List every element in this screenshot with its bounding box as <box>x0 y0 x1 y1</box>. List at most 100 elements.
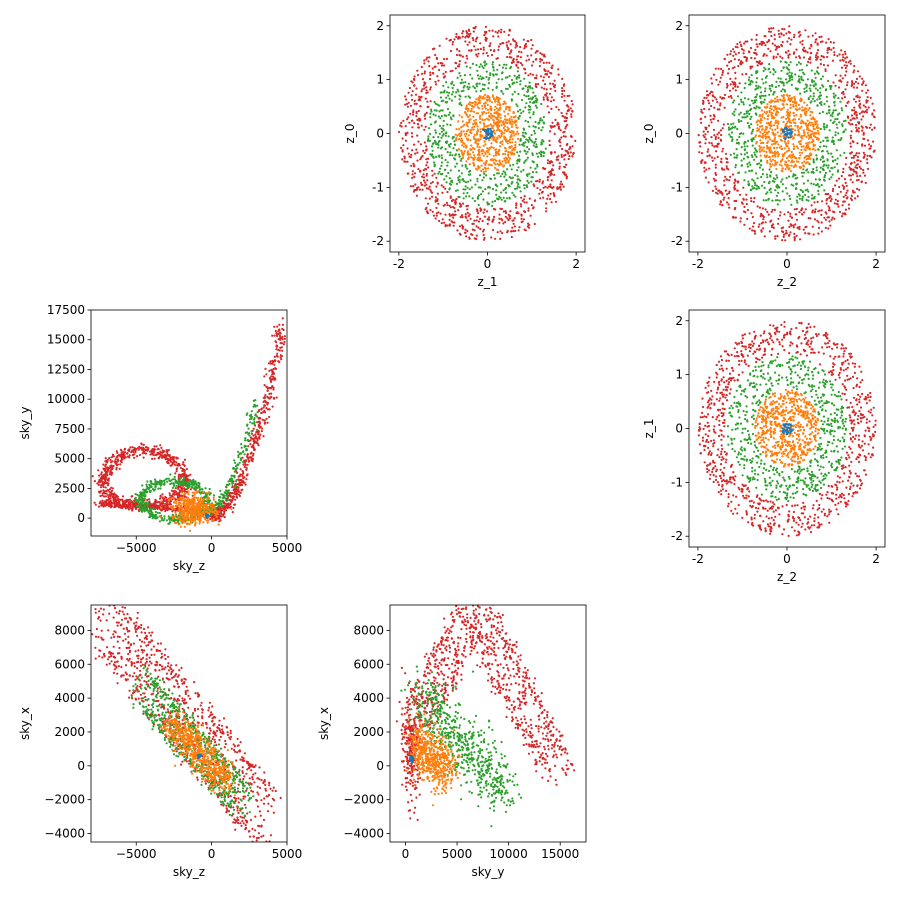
red-point <box>178 489 181 492</box>
shell-point <box>481 118 484 121</box>
shell-point <box>772 109 776 112</box>
shell-point <box>791 78 794 81</box>
shell-point <box>407 152 410 155</box>
shell-point <box>528 125 531 128</box>
shell-point <box>445 201 448 204</box>
shell-point <box>795 218 799 221</box>
shell-point <box>752 138 755 141</box>
shell-point <box>737 118 740 122</box>
shell-point <box>808 107 811 110</box>
shell-point <box>403 160 406 163</box>
shell-point <box>446 151 449 154</box>
shell-point <box>467 215 470 218</box>
shell-point <box>520 205 523 208</box>
shell-point <box>464 61 467 64</box>
shell-point <box>818 178 821 181</box>
shell-point <box>832 141 835 144</box>
shell-point <box>793 237 796 240</box>
shell-point <box>777 84 780 87</box>
shell-point <box>489 177 492 180</box>
shell-point <box>712 117 715 121</box>
shell-point <box>460 151 463 154</box>
shell-point <box>779 55 782 58</box>
shell-point <box>507 160 510 163</box>
shell-point <box>723 93 727 96</box>
shell-point <box>434 199 437 202</box>
shell-point <box>851 123 854 126</box>
shell-point <box>494 154 498 157</box>
shell-point <box>530 38 533 42</box>
shell-point <box>532 113 535 116</box>
shell-point <box>497 48 500 52</box>
shell-point <box>724 189 727 192</box>
red-point <box>97 469 100 472</box>
shell-point <box>708 154 711 157</box>
shell-point <box>866 108 869 111</box>
shell-point <box>539 57 542 61</box>
shell-point <box>431 149 434 152</box>
shell-point <box>723 184 726 187</box>
shell-point <box>400 125 403 128</box>
shell-point <box>458 63 461 66</box>
shell-point <box>792 111 795 114</box>
shell-point <box>777 29 780 32</box>
shell-point <box>506 217 509 220</box>
shell-point <box>854 80 858 83</box>
shell-point <box>775 146 779 149</box>
shell-point <box>776 45 780 48</box>
shell-point <box>714 150 718 153</box>
shell-point <box>509 131 512 134</box>
shell-point <box>476 82 479 85</box>
shell-point <box>737 95 740 98</box>
shell-point <box>468 35 471 38</box>
shell-point <box>441 109 444 112</box>
shell-point <box>465 144 468 147</box>
shell-point <box>859 174 862 177</box>
shell-point <box>486 99 489 102</box>
red-point <box>130 495 133 498</box>
shell-point <box>514 143 517 147</box>
shell-point <box>430 110 433 113</box>
shell-point <box>497 78 500 81</box>
shell-point <box>719 203 722 206</box>
shell-point <box>832 210 835 213</box>
shell-point <box>493 173 496 177</box>
shell-point <box>442 119 445 122</box>
shell-point <box>515 76 518 79</box>
shell-point <box>468 49 471 52</box>
shell-point <box>742 101 745 104</box>
red-point <box>115 450 118 453</box>
shell-point <box>477 226 480 229</box>
shell-point <box>514 174 517 177</box>
shell-point <box>486 201 489 204</box>
shell-point <box>832 41 836 44</box>
shell-point <box>462 192 465 195</box>
shell-point <box>761 113 764 116</box>
shell-point <box>498 124 501 128</box>
shell-point <box>764 81 768 84</box>
shell-point <box>502 92 505 95</box>
shell-point <box>776 183 779 187</box>
red-point <box>149 450 152 453</box>
shell-point <box>786 145 789 148</box>
shell-point <box>445 81 448 84</box>
red-point <box>144 449 147 452</box>
shell-point <box>424 125 427 128</box>
red-point <box>110 493 113 496</box>
shell-point <box>769 146 772 149</box>
shell-point <box>559 144 562 147</box>
shell-point <box>510 78 514 82</box>
shell-point <box>464 188 467 191</box>
shell-point <box>520 51 523 54</box>
red-point <box>187 478 190 481</box>
shell-point <box>519 150 522 153</box>
shell-point <box>769 158 772 161</box>
shell-point <box>845 84 849 87</box>
shell-point <box>471 62 474 65</box>
shell-point <box>482 52 485 55</box>
shell-point <box>474 141 477 144</box>
shell-point <box>518 143 521 146</box>
shell-point <box>850 161 853 165</box>
shell-point <box>767 197 770 200</box>
shell-point <box>818 185 821 188</box>
